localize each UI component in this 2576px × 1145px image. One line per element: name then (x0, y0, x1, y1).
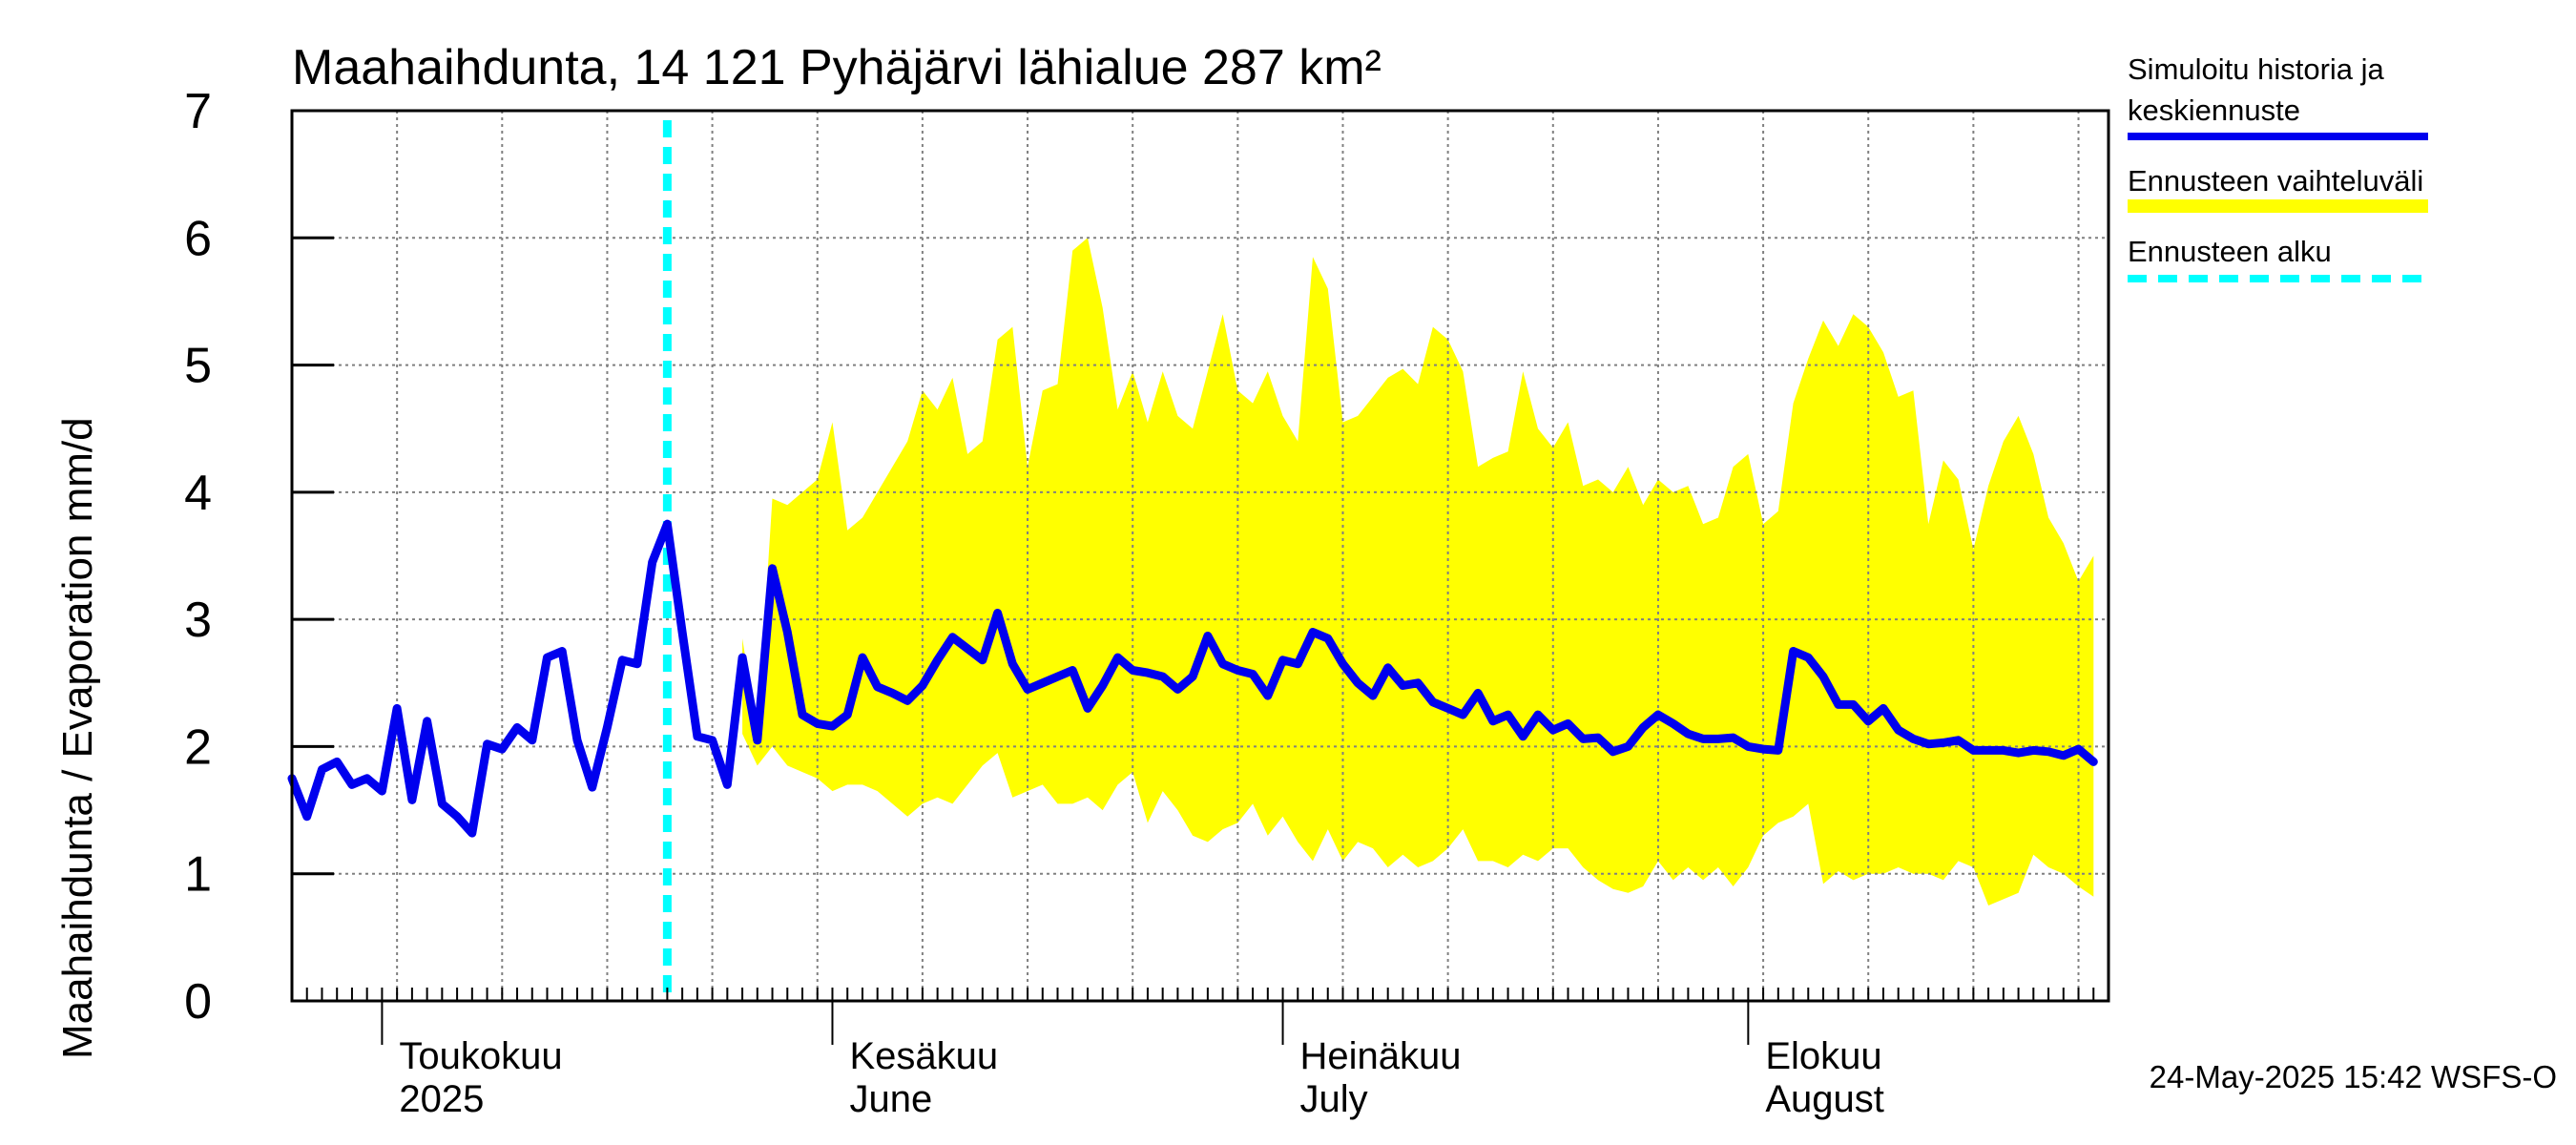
chart-title: Maahaihdunta, 14 121 Pyhäjärvi lähialue … (292, 40, 1381, 95)
timestamp: 24-May-2025 15:42 WSFS-O (2150, 1059, 2557, 1094)
month-label-secondary: July (1300, 1078, 1368, 1120)
y-tick-label: 4 (184, 466, 212, 521)
month-label: Elokuu (1765, 1035, 1881, 1077)
y-tick-label: 1 (184, 847, 212, 903)
y-axis-ticks: 0 1 2 3 4 5 6 7 (184, 84, 334, 1030)
month-label: Heinäkuu (1300, 1035, 1462, 1077)
y-tick-label: 6 (184, 211, 212, 266)
simulated-series (287, 519, 2098, 838)
grid-lines (292, 111, 2109, 1001)
legend-range-label: Ennusteen vaihteluväli (2128, 164, 2423, 198)
y-tick-label: 7 (184, 84, 212, 139)
forecast-range-band (742, 238, 2094, 906)
legend: Simuloitu historia ja keskiennuste Ennus… (2128, 52, 2428, 282)
simulated-line (287, 519, 2098, 838)
legend-forecast-start-label: Ennusteen alku (2128, 235, 2332, 268)
month-label: Kesäkuu (849, 1035, 998, 1077)
axes (290, 109, 2110, 1045)
y-axis-label: Maahaihdunta / Evaporation mm/d (54, 417, 101, 1059)
plot-frame (290, 109, 2110, 1003)
y-tick-label: 0 (184, 974, 212, 1030)
y-tick-label: 5 (184, 339, 212, 394)
month-label-secondary: June (849, 1078, 932, 1120)
month-label-secondary: August (1765, 1078, 1884, 1120)
forecast-range-area (742, 238, 2094, 906)
legend-simulated-label-line1: Simuloitu historia ja (2128, 52, 2385, 86)
month-label: Toukokuu (399, 1035, 562, 1077)
legend-simulated-label-line2: keskiennuste (2128, 94, 2300, 127)
y-tick-label: 2 (184, 719, 212, 775)
month-label-secondary: 2025 (399, 1078, 484, 1120)
y-tick-label: 3 (184, 593, 212, 648)
